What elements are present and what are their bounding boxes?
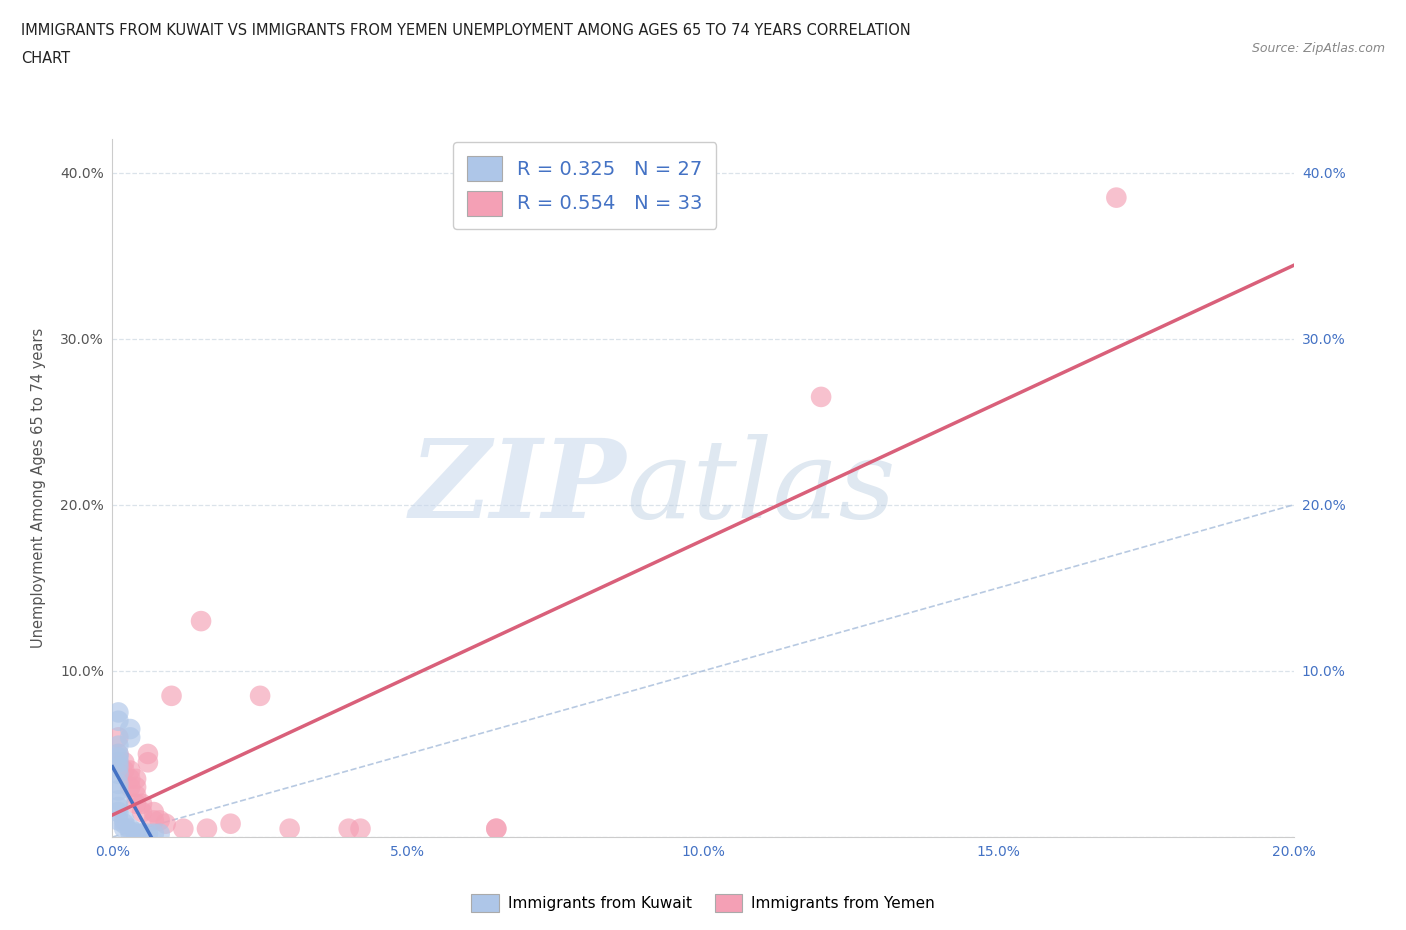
Point (107, 730, 129, 745)
Point (485, 821, 508, 836)
Point (149, 813, 172, 828)
Point (107, 813, 129, 828)
Point (195, 821, 218, 836)
Point (112, 755, 135, 770)
Point (120, 825, 142, 840)
Point (112, 821, 135, 836)
Point (190, 614, 212, 629)
Point (1105, 191, 1128, 206)
Point (142, 804, 165, 819)
Point (120, 772, 142, 787)
Point (149, 826, 172, 841)
Point (349, 821, 371, 836)
Point (136, 755, 159, 770)
Point (107, 766, 129, 781)
Point (107, 800, 129, 815)
Point (172, 821, 194, 836)
Point (219, 817, 242, 831)
Text: Source: ZipAtlas.com: Source: ZipAtlas.com (1251, 42, 1385, 55)
Point (142, 826, 165, 841)
Legend: R = 0.325   N = 27, R = 0.554   N = 33: R = 0.325 N = 27, R = 0.554 N = 33 (453, 142, 717, 229)
Point (131, 804, 153, 819)
Text: CHART: CHART (21, 51, 70, 66)
Point (155, 817, 177, 831)
Point (125, 779, 148, 794)
Point (107, 804, 129, 819)
Y-axis label: Unemployment Among Ages 65 to 74 years: Unemployment Among Ages 65 to 74 years (31, 328, 46, 648)
Text: atlas: atlas (626, 434, 896, 542)
Text: ZIP: ZIP (409, 434, 626, 542)
Point (107, 793, 129, 808)
Legend: Immigrants from Kuwait, Immigrants from Yemen: Immigrants from Kuwait, Immigrants from … (465, 888, 941, 918)
Point (120, 821, 142, 836)
Point (278, 821, 301, 836)
Point (125, 826, 148, 841)
Text: IMMIGRANTS FROM KUWAIT VS IMMIGRANTS FROM YEMEN UNEMPLOYMENT AMONG AGES 65 TO 74: IMMIGRANTS FROM KUWAIT VS IMMIGRANTS FRO… (21, 23, 911, 38)
Point (107, 760, 129, 775)
Point (125, 788, 148, 803)
Point (125, 825, 148, 840)
Point (120, 779, 142, 794)
Point (107, 738, 129, 753)
Point (107, 713, 129, 728)
Point (160, 688, 183, 703)
Point (112, 813, 135, 828)
Point (112, 817, 135, 831)
Point (107, 783, 129, 798)
Point (142, 813, 165, 828)
Point (125, 772, 148, 787)
Point (131, 796, 153, 811)
Point (249, 688, 271, 703)
Point (485, 821, 508, 836)
Point (107, 777, 129, 791)
Point (120, 722, 142, 737)
Point (107, 755, 129, 770)
Point (107, 705, 129, 720)
Point (810, 390, 832, 405)
Point (136, 747, 159, 762)
Point (136, 826, 159, 841)
Point (112, 764, 135, 778)
Point (125, 796, 148, 811)
Point (337, 821, 360, 836)
Point (107, 747, 129, 762)
Point (107, 747, 129, 762)
Point (107, 750, 129, 764)
Point (120, 764, 142, 778)
Point (107, 755, 129, 770)
Point (131, 826, 153, 841)
Point (120, 730, 142, 745)
